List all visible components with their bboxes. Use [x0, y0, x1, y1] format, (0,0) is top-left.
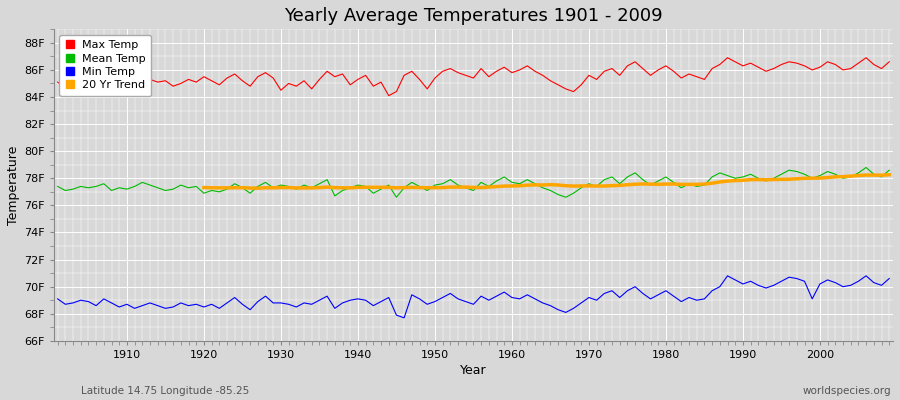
- Legend: Max Temp, Mean Temp, Min Temp, 20 Yr Trend: Max Temp, Mean Temp, Min Temp, 20 Yr Tre…: [59, 35, 150, 96]
- X-axis label: Year: Year: [460, 364, 487, 377]
- Title: Yearly Average Temperatures 1901 - 2009: Yearly Average Temperatures 1901 - 2009: [284, 7, 662, 25]
- Text: Latitude 14.75 Longitude -85.25: Latitude 14.75 Longitude -85.25: [81, 386, 249, 396]
- Text: worldspecies.org: worldspecies.org: [803, 386, 891, 396]
- Y-axis label: Temperature: Temperature: [7, 145, 20, 225]
